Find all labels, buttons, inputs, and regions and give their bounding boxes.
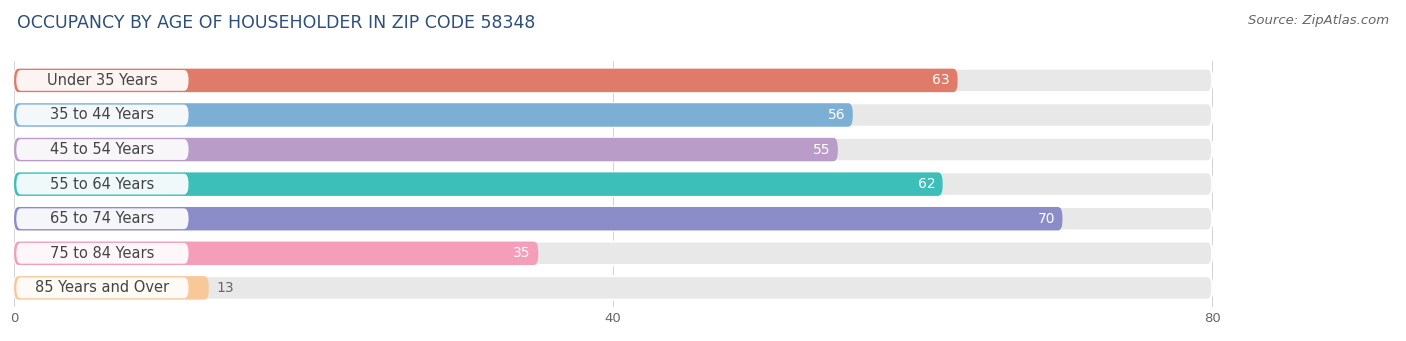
Text: Under 35 Years: Under 35 Years <box>46 73 157 88</box>
FancyBboxPatch shape <box>14 276 1212 300</box>
FancyBboxPatch shape <box>17 174 188 194</box>
FancyBboxPatch shape <box>14 173 1212 196</box>
Text: OCCUPANCY BY AGE OF HOUSEHOLDER IN ZIP CODE 58348: OCCUPANCY BY AGE OF HOUSEHOLDER IN ZIP C… <box>17 14 536 32</box>
Text: 45 to 54 Years: 45 to 54 Years <box>51 142 155 157</box>
FancyBboxPatch shape <box>14 207 1063 231</box>
FancyBboxPatch shape <box>14 276 208 300</box>
Text: 85 Years and Over: 85 Years and Over <box>35 280 170 295</box>
Text: 35 to 44 Years: 35 to 44 Years <box>51 107 155 122</box>
Text: 35: 35 <box>513 246 531 260</box>
FancyBboxPatch shape <box>17 243 188 264</box>
Text: 56: 56 <box>828 108 845 122</box>
FancyBboxPatch shape <box>17 105 188 125</box>
FancyBboxPatch shape <box>14 241 538 265</box>
Text: 55 to 64 Years: 55 to 64 Years <box>51 177 155 192</box>
Text: 62: 62 <box>918 177 935 191</box>
FancyBboxPatch shape <box>17 208 188 229</box>
Text: 65 to 74 Years: 65 to 74 Years <box>51 211 155 226</box>
FancyBboxPatch shape <box>17 278 188 298</box>
Text: 75 to 84 Years: 75 to 84 Years <box>51 246 155 261</box>
FancyBboxPatch shape <box>14 138 838 161</box>
FancyBboxPatch shape <box>14 241 1212 265</box>
FancyBboxPatch shape <box>14 138 1212 161</box>
FancyBboxPatch shape <box>14 69 957 92</box>
Text: 70: 70 <box>1038 212 1054 226</box>
FancyBboxPatch shape <box>14 103 853 127</box>
FancyBboxPatch shape <box>14 207 1212 231</box>
Text: 13: 13 <box>217 281 233 295</box>
FancyBboxPatch shape <box>17 139 188 160</box>
FancyBboxPatch shape <box>17 70 188 91</box>
FancyBboxPatch shape <box>14 103 1212 127</box>
FancyBboxPatch shape <box>14 69 1212 92</box>
Text: 55: 55 <box>813 143 831 157</box>
Text: Source: ZipAtlas.com: Source: ZipAtlas.com <box>1249 14 1389 27</box>
Text: 63: 63 <box>932 73 950 87</box>
FancyBboxPatch shape <box>14 173 942 196</box>
